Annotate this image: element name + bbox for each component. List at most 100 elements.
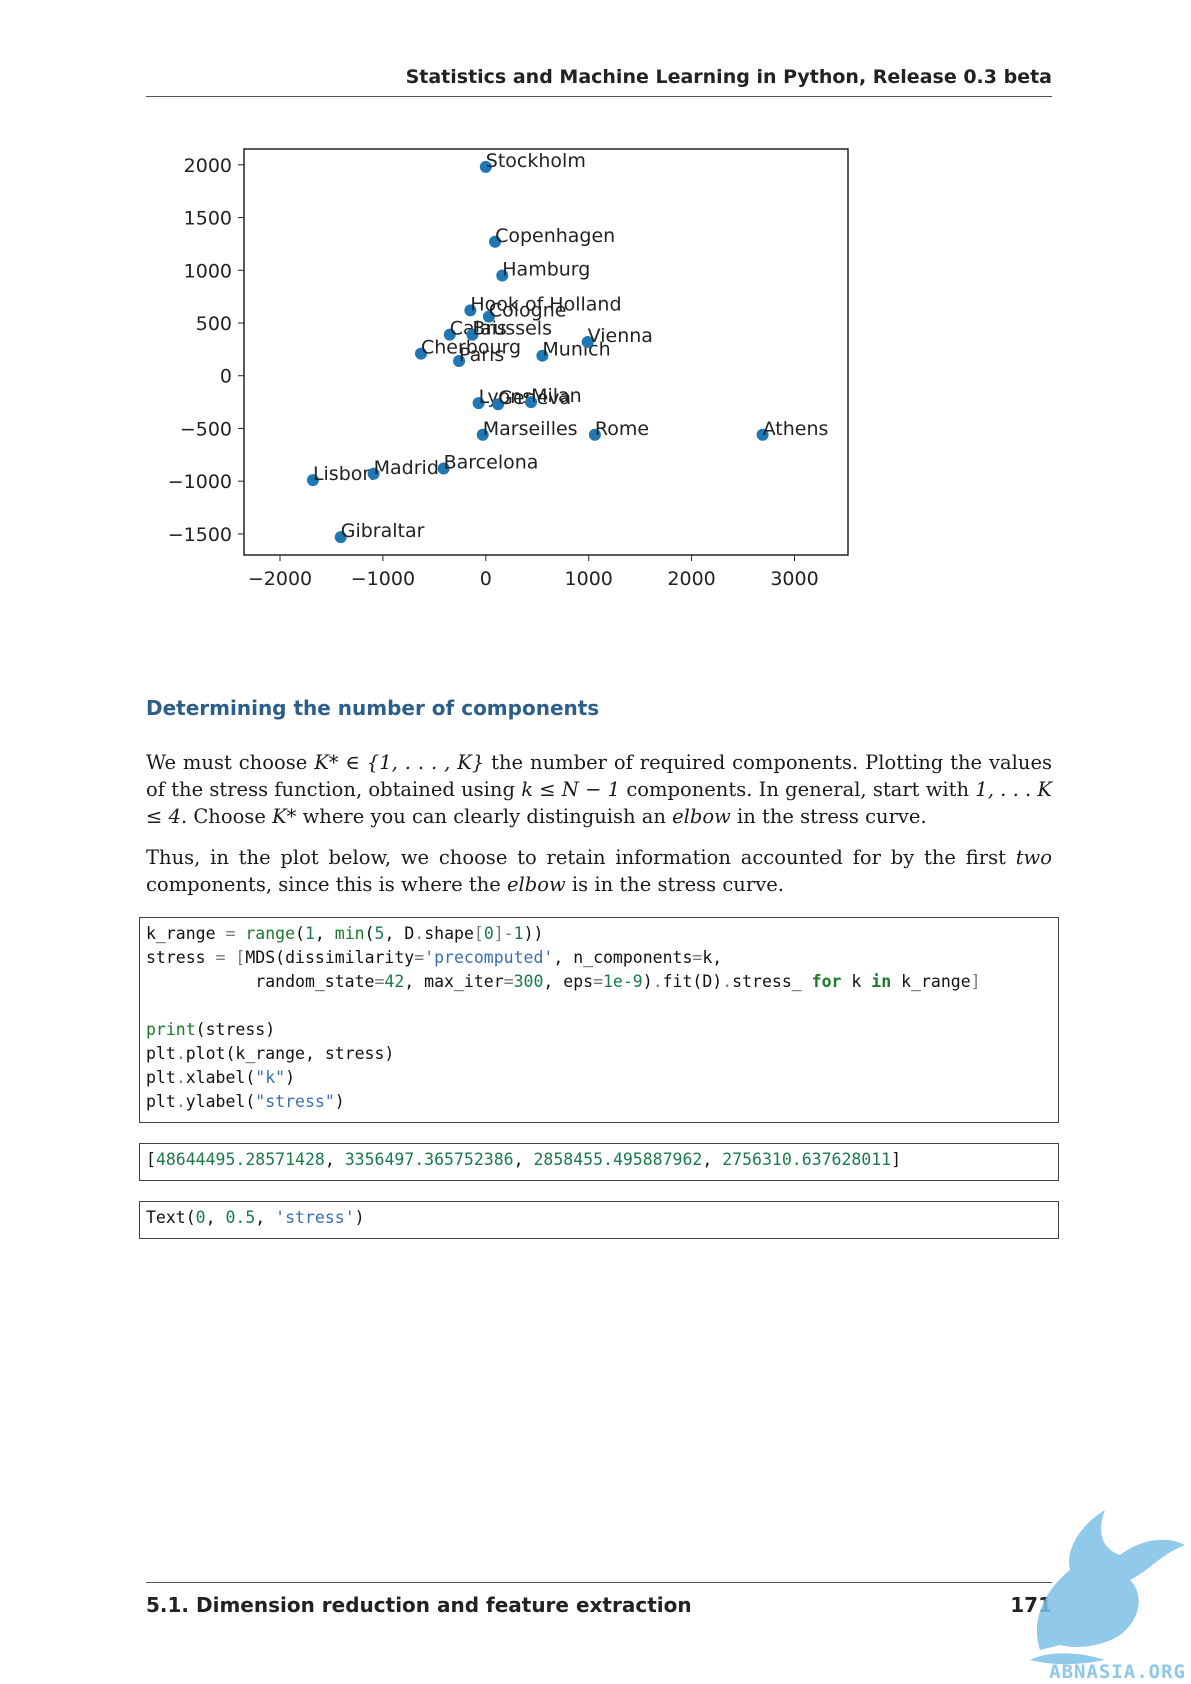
- math-start-range: 1, . . . K ≤ 4: [146, 778, 1052, 828]
- emphasis-elbow: elbow: [672, 805, 731, 828]
- point-label: Lisbon: [313, 463, 375, 485]
- math-k-star-set: K* ∈ {1, . . . , K}: [314, 751, 485, 774]
- code-line: k_range = range(1, min(5, D.shape[0]-1)): [146, 924, 544, 943]
- x-tick-label: −1000: [351, 568, 415, 590]
- stress-output: [48644495.28571428, 3356497.365752386, 2…: [139, 1143, 1059, 1181]
- y-tick-label: 0: [220, 366, 232, 388]
- x-tick-label: 2000: [667, 568, 715, 590]
- data-point: [496, 269, 509, 282]
- y-tick-label: 500: [196, 313, 232, 335]
- code-line: plt.plot(k_range, stress): [146, 1044, 395, 1063]
- paragraph-retain-two: Thus, in the plot below, we choose to re…: [146, 844, 1052, 898]
- stress-value: 3356497.365752386: [344, 1150, 514, 1169]
- point-label: Munich: [542, 339, 610, 361]
- text-run: We must choose: [146, 751, 315, 774]
- point-label: Brussels: [472, 318, 552, 340]
- stress-value: 48644495.28571428: [155, 1150, 325, 1169]
- emphasis-elbow: elbow: [507, 873, 566, 896]
- point-label: Lyons: [479, 386, 533, 408]
- text-run: in the stress curve.: [730, 805, 927, 828]
- code-line: stress = [MDS(dissimilarity='precomputed…: [146, 948, 723, 967]
- y-tick-label: 1000: [184, 260, 232, 282]
- x-tick-label: −2000: [248, 568, 312, 590]
- watermark-logo: ABNASIA.ORG: [1010, 1500, 1191, 1684]
- page-footer: 5.1. Dimension reduction and feature ext…: [146, 1582, 1052, 1623]
- text-repr: Text(0, 0.5, 'stress'): [146, 1208, 365, 1227]
- data-point: [306, 474, 319, 487]
- text-run: components. In general, start with: [620, 778, 976, 801]
- point-label: Hamburg: [502, 259, 590, 281]
- data-point: [414, 347, 427, 360]
- code-line: random_state=42, max_iter=300, eps=1e-9)…: [146, 972, 981, 991]
- point-label: Cherbourg: [421, 337, 521, 359]
- data-point: [756, 428, 769, 441]
- point-label: Paris: [459, 344, 504, 366]
- data-point: [476, 428, 489, 441]
- data-point: [525, 396, 538, 409]
- data-point: [492, 398, 505, 411]
- data-point: [443, 328, 456, 341]
- data-point: [466, 328, 479, 341]
- point-label: Stockholm: [486, 150, 586, 172]
- text-run: the number of required components. Plott…: [146, 751, 1053, 801]
- text-output: Text(0, 0.5, 'stress'): [139, 1201, 1059, 1239]
- data-point: [472, 397, 485, 410]
- code-line: plt.ylabel("stress"): [146, 1092, 345, 1111]
- point-label: Gibraltar: [341, 520, 425, 542]
- stress-value: 2756310.637628011: [722, 1150, 892, 1169]
- data-point: [482, 310, 495, 323]
- point-label: Milan: [531, 385, 582, 407]
- text-run: components, since this is where the: [146, 873, 507, 896]
- y-tick-label: 1500: [184, 208, 232, 230]
- point-label: Calais: [450, 318, 507, 340]
- data-point: [367, 467, 380, 480]
- point-label: Athens: [763, 418, 829, 440]
- running-title: Statistics and Machine Learning in Pytho…: [405, 66, 1052, 88]
- math-k-star: K*: [272, 805, 297, 828]
- data-point: [489, 235, 502, 248]
- y-tick-label: −500: [180, 418, 232, 440]
- footer-section-title: 5.1. Dimension reduction and feature ext…: [146, 1593, 692, 1617]
- stress-list: [48644495.28571428, 3356497.365752386, 2…: [146, 1150, 902, 1169]
- point-label: Rome: [595, 418, 649, 440]
- scatter-plot: −2000 −1000 0 1000 2000 3000 2000 1500 1000 500 0 −…: [168, 148, 849, 590]
- data-point: [464, 304, 477, 317]
- running-header: Statistics and Machine Learning in Pytho…: [146, 66, 1052, 97]
- code-block: k_range = range(1, min(5, D.shape[0]-1))…: [139, 917, 1059, 1123]
- code-line: plt.xlabel("k"): [146, 1068, 296, 1087]
- code-line: [146, 994, 1052, 1018]
- x-tick-label: 3000: [770, 568, 818, 590]
- data-point: [536, 349, 549, 362]
- math-k-bound: k ≤ N − 1: [521, 778, 621, 801]
- emphasis-two: two: [1015, 846, 1052, 869]
- point-label: Copenhagen: [495, 225, 615, 247]
- x-tick-label: 0: [480, 568, 492, 590]
- point-label: Vienna: [588, 325, 653, 347]
- text-run: where you can clearly distinguish an: [296, 805, 673, 828]
- text-run: Thus, in the plot below, we choose to re…: [146, 846, 1016, 869]
- data-point: [588, 428, 601, 441]
- point-label: Hook of Holland: [470, 293, 621, 315]
- section-heading: Determining the number of components: [146, 696, 600, 720]
- point-label: Marseilles: [483, 418, 578, 440]
- paragraph-choose-k: We must choose K* ∈ {1, . . . , K} the n…: [146, 749, 1052, 830]
- data-point: [479, 160, 492, 173]
- data-point: [437, 462, 450, 475]
- y-tick-label: −1000: [168, 471, 232, 493]
- text-run: . Choose: [180, 805, 273, 828]
- point-label: Madrid: [374, 457, 439, 479]
- plot-frame: [243, 148, 849, 556]
- mds-scatter-figure: −2000 −1000 0 1000 2000 3000 2000 1500 1000 500 0 −…: [146, 140, 946, 660]
- point-label: Cologne: [489, 300, 567, 322]
- text-run: is in the stress curve.: [565, 873, 784, 896]
- data-point: [334, 531, 347, 544]
- data-point: [581, 335, 594, 348]
- y-tick-label: 2000: [184, 155, 232, 177]
- y-tick-label: −1500: [168, 524, 232, 546]
- griffin-logo-icon: ABNASIA.ORG: [1030, 1510, 1186, 1683]
- watermark-text: ABNASIA.ORG: [1049, 1661, 1186, 1683]
- data-point: [453, 354, 466, 367]
- x-tick-label: 1000: [565, 568, 613, 590]
- stress-value: 2858455.495887962: [533, 1150, 703, 1169]
- point-label: Barcelona: [444, 452, 539, 474]
